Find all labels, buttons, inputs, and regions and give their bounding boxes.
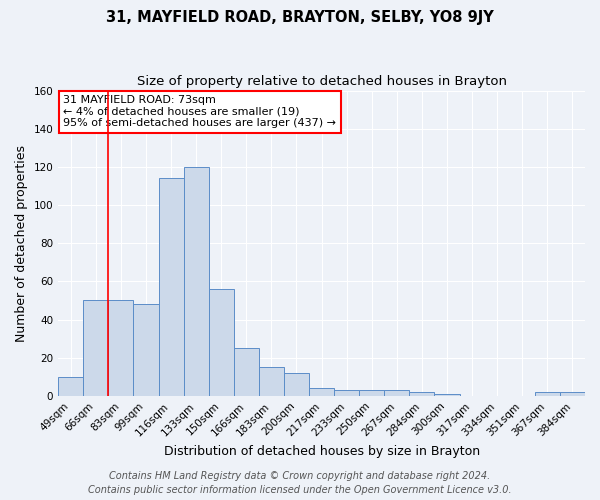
Bar (58, 377, 83, 396)
Bar (535, 392, 560, 396)
Bar (209, 289, 234, 396)
Text: Contains HM Land Registry data © Crown copyright and database right 2024.
Contai: Contains HM Land Registry data © Crown c… (88, 471, 512, 495)
Text: 31 MAYFIELD ROAD: 73sqm
← 4% of detached houses are smaller (19)
95% of semi-det: 31 MAYFIELD ROAD: 73sqm ← 4% of detached… (64, 95, 337, 128)
X-axis label: Distribution of detached houses by size in Brayton: Distribution of detached houses by size … (164, 444, 479, 458)
Bar (158, 178, 184, 396)
Bar (109, 300, 133, 396)
Bar (234, 348, 259, 396)
Bar (409, 392, 434, 396)
Title: Size of property relative to detached houses in Brayton: Size of property relative to detached ho… (137, 75, 506, 88)
Bar (434, 394, 460, 396)
Bar (560, 392, 585, 396)
Bar (359, 390, 385, 396)
Y-axis label: Number of detached properties: Number of detached properties (15, 144, 28, 342)
Text: 31, MAYFIELD ROAD, BRAYTON, SELBY, YO8 9JY: 31, MAYFIELD ROAD, BRAYTON, SELBY, YO8 9… (106, 10, 494, 25)
Bar (184, 167, 209, 396)
Bar (284, 373, 309, 396)
Bar (133, 304, 158, 396)
Bar (309, 388, 334, 396)
Bar (83, 300, 109, 396)
Bar (259, 367, 284, 396)
Bar (385, 390, 409, 396)
Bar (334, 390, 359, 396)
